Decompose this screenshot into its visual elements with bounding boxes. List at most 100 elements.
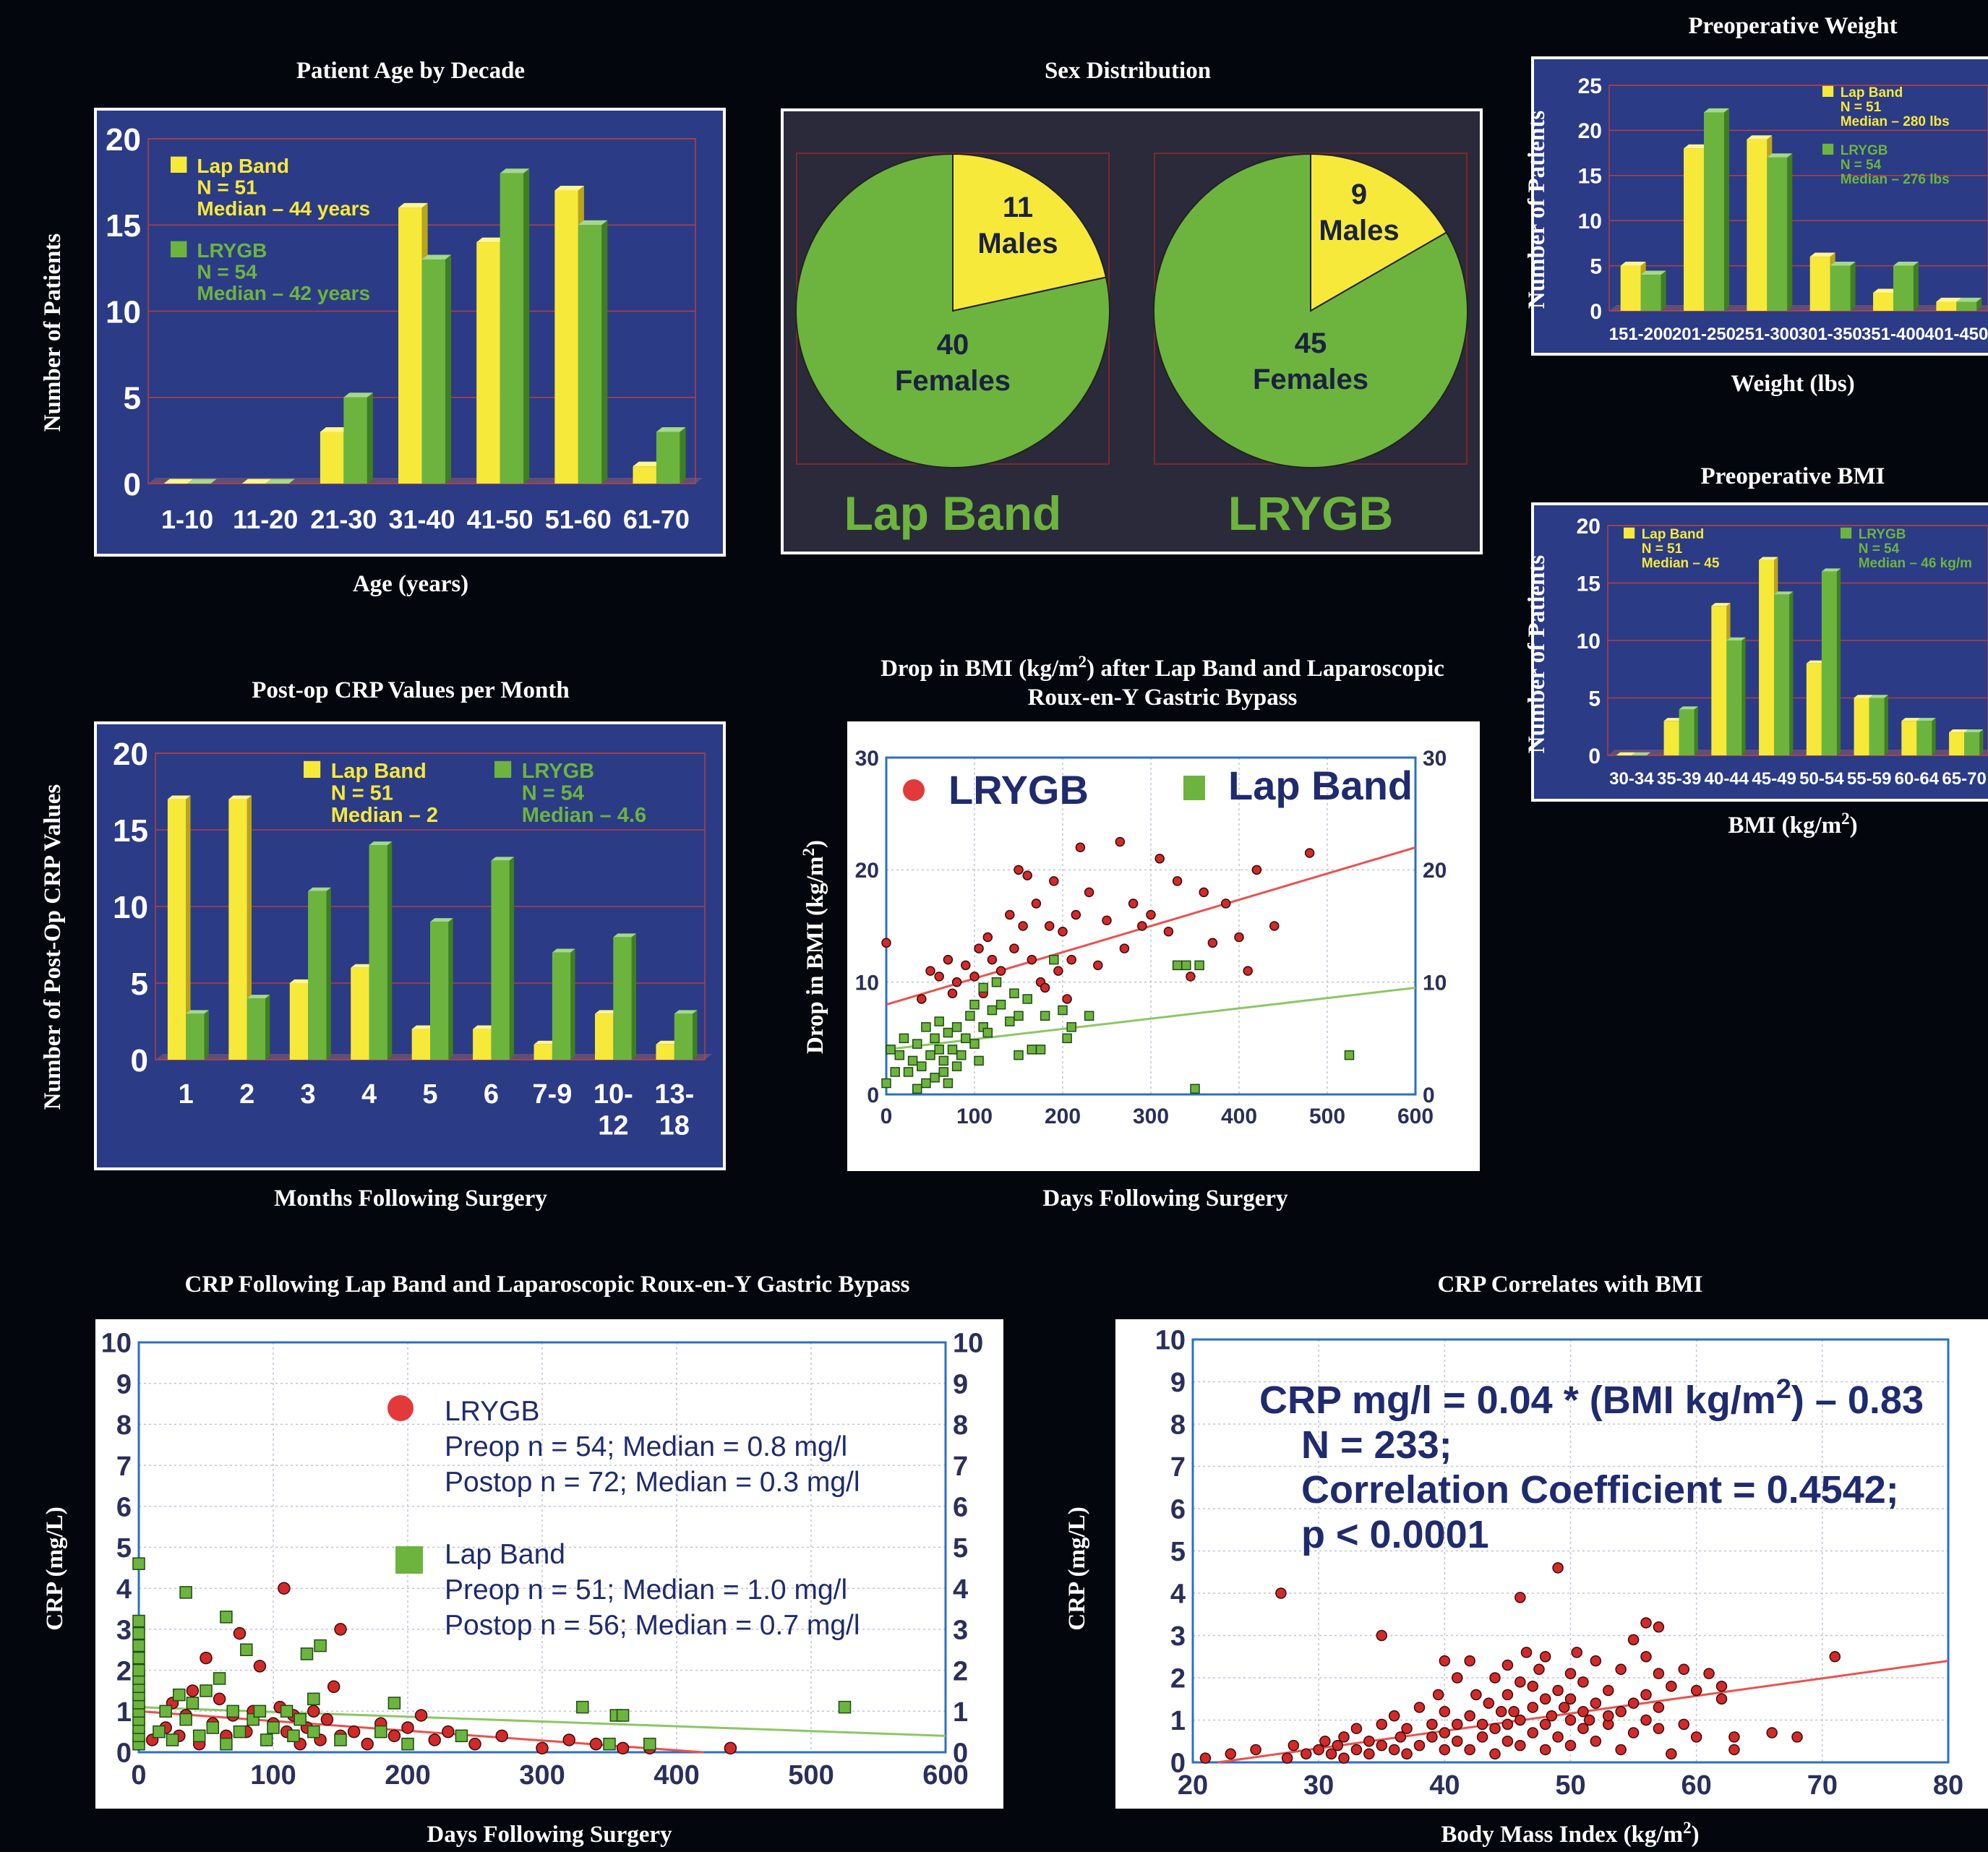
bar-lrygb — [1774, 594, 1789, 755]
y-tick-label: 15 — [1578, 165, 1602, 189]
y-axis-label: Number of Patients — [40, 233, 66, 432]
bar-lrygb — [1956, 302, 1976, 311]
bar-lap-band — [1949, 732, 1964, 755]
y-tick-label: 8 — [1170, 1410, 1186, 1441]
bar-lrygb — [1916, 721, 1932, 755]
point-lap-band — [1037, 1045, 1045, 1054]
data-point — [1395, 1732, 1405, 1742]
pie-label: Females — [895, 365, 1011, 397]
data-point — [1566, 1715, 1576, 1725]
bar-lap-band — [595, 1013, 613, 1060]
bar-lrygb — [430, 922, 448, 1060]
point-lrygb — [1085, 888, 1094, 896]
point-lrygb — [321, 1714, 333, 1725]
x-tick-label: 201-250 — [1672, 325, 1736, 344]
data-point — [1641, 1715, 1651, 1725]
point-lrygb — [983, 933, 992, 942]
point-lap-band — [220, 1611, 232, 1623]
point-lap-band — [214, 1673, 226, 1684]
y-tick-label-right: 6 — [953, 1492, 968, 1522]
point-lap-band — [388, 1697, 400, 1709]
bar-lap-band — [1747, 140, 1767, 311]
legend-text: Median – 46 kg/m — [1859, 556, 1972, 571]
point-lap-band — [997, 1000, 1006, 1009]
chart-title: CRP Following Lap Band and Laparoscopic … — [185, 1272, 910, 1298]
bar-lrygb — [491, 860, 509, 1060]
y-tick-label: 0 — [116, 1739, 132, 1769]
data-point — [1641, 1689, 1651, 1699]
data-point — [1692, 1732, 1702, 1742]
legend-text: N = 54 — [1859, 541, 1900, 557]
chart-bmi-drop: Drop in BMI (kg/m2) after Lap Band and L… — [800, 653, 1481, 1212]
data-point — [1351, 1744, 1361, 1754]
data-point — [1566, 1741, 1576, 1751]
chart-title: Drop in BMI (kg/m2) after Lap Band and L… — [881, 653, 1444, 682]
point-lap-band — [288, 1730, 299, 1741]
x-tick-label: 3 — [301, 1079, 316, 1110]
y-tick-label: 5 — [124, 381, 141, 416]
data-point — [1729, 1732, 1739, 1742]
bar-side — [680, 427, 685, 484]
data-point — [1528, 1702, 1538, 1712]
data-point — [1541, 1652, 1551, 1662]
point-lap-band — [930, 1034, 939, 1042]
bar-lrygb — [1704, 112, 1724, 311]
bar-lap-band — [656, 1045, 674, 1060]
data-point — [1490, 1749, 1500, 1759]
bar-side — [326, 888, 330, 1060]
point-lap-band — [133, 1558, 145, 1569]
legend-marker-lap-band — [395, 1546, 423, 1574]
point-lrygb — [278, 1582, 290, 1594]
chart-title: Post-op CRP Values per Month — [252, 677, 569, 703]
x-tick-label: 55-59 — [1847, 769, 1891, 789]
bar-lrygb — [552, 953, 570, 1060]
x-tick-label: 61-70 — [623, 505, 690, 534]
point-lap-band — [953, 1023, 961, 1032]
point-lrygb — [1010, 944, 1019, 953]
point-lrygb — [361, 1739, 373, 1750]
y-tick-label-right: 2 — [953, 1656, 968, 1686]
point-lrygb — [1045, 922, 1054, 930]
point-lap-band — [241, 1644, 252, 1655]
point-lap-band — [983, 1029, 992, 1037]
bar-side — [693, 1010, 697, 1060]
data-point — [1502, 1689, 1512, 1699]
point-lrygb — [1120, 944, 1128, 953]
point-lap-band — [1014, 1051, 1023, 1060]
chart-title: Roux-en-Y Gastric Bypass — [1028, 685, 1298, 711]
bar-side — [510, 857, 514, 1060]
x-tick-label: 40 — [1429, 1770, 1460, 1801]
point-lap-band — [254, 1705, 265, 1717]
legend-text: Lap Band — [197, 155, 289, 177]
legend-text: LRYGB — [1859, 527, 1906, 542]
equation-text: CRP mg/l = 0.04 * (BMI kg/m2) – 0.83 — [1259, 1374, 1924, 1422]
point-lap-band — [974, 1056, 983, 1065]
x-tick-label: 151-200 — [1609, 325, 1673, 344]
pie-label: 11 — [1003, 192, 1033, 223]
bar-side — [205, 1010, 209, 1060]
x-tick-label: 300 — [1133, 1105, 1169, 1128]
x-tick-label: 12 — [598, 1111, 628, 1141]
data-point — [1332, 1741, 1342, 1751]
chart-title: Preoperative BMI — [1700, 463, 1885, 489]
point-lap-band — [314, 1640, 326, 1652]
x-axis-label: Weight (lbs) — [1731, 371, 1854, 397]
data-point — [1653, 1668, 1663, 1679]
point-lap-band — [939, 1068, 948, 1076]
y-tick-label: 15 — [106, 208, 141, 244]
bar-lrygb — [656, 432, 680, 484]
point-lap-band — [261, 1734, 273, 1746]
point-lap-band — [375, 1726, 387, 1738]
data-point — [1553, 1732, 1563, 1742]
x-tick-label: 2 — [239, 1079, 254, 1110]
y-tick-label: 5 — [1170, 1537, 1186, 1567]
point-lrygb — [1014, 865, 1023, 874]
data-point — [1364, 1736, 1374, 1746]
point-lap-band — [1085, 1011, 1094, 1020]
y-tick-label: 3 — [1170, 1621, 1186, 1652]
data-point — [1415, 1741, 1425, 1751]
pie-label: 40 — [937, 329, 969, 361]
y-tick-label-right: 5 — [953, 1533, 968, 1564]
